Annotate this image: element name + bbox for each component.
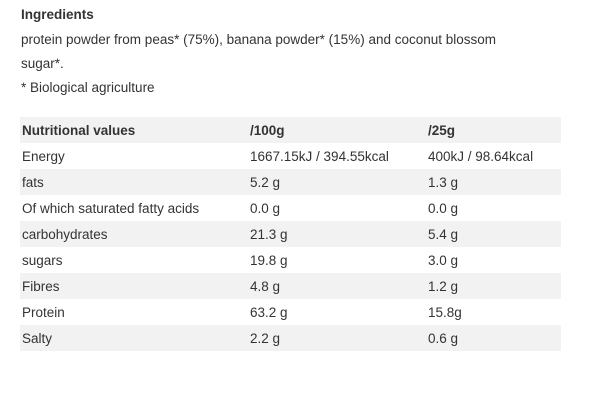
ingredients-line: * Biological agriculture — [21, 80, 155, 95]
table-cell: fats — [22, 174, 44, 190]
table-cell: sugars — [22, 252, 63, 268]
table-cell: 21.3 g — [250, 226, 288, 242]
table-cell: 5.2 g — [250, 174, 281, 190]
table-cell: Protein — [22, 304, 65, 320]
ingredients-line: sugar*. — [21, 56, 64, 71]
table-cell: Fibres — [22, 278, 60, 294]
table-body: Nutritional values/100g/25g Energy 1667.15… — [20, 117, 561, 351]
table-cell: 1.3 g — [428, 174, 459, 190]
table-cell: 4.8 g — [250, 278, 281, 294]
table-cell: 1667.15kJ / 394.55kcal — [250, 148, 389, 164]
table-row: Of which saturated fatty acids 0.0 g 0.0 g — [20, 195, 561, 221]
table-cell: 1.2 g — [428, 278, 459, 294]
table-row: Protein 63.2 g 15.8g — [20, 299, 561, 325]
header-row: Nutritional values/100g/25g — [20, 117, 561, 143]
table-row: Energy 1667.15kJ / 394.55kcal 400kJ / 98.6… — [20, 143, 561, 169]
ingredients-line: protein powder from peas* (75%), banana … — [21, 32, 497, 47]
table-cell: 5.4 g — [428, 226, 459, 242]
table-cell: 0.0 g — [250, 200, 281, 216]
table-cell: 400kJ / 98.64kcal — [428, 148, 534, 164]
table-cell: 19.8 g — [250, 252, 288, 268]
table-row: sugars 19.8 g 3.0 g — [20, 247, 561, 273]
table-cell: 15.8g — [428, 304, 462, 320]
table-cell: 63.2 g — [250, 304, 288, 320]
ingredients-title: Ingredients — [21, 7, 94, 22]
header-cell: Nutritional values — [22, 122, 136, 138]
header-cell: /100g — [250, 122, 285, 138]
table-row: carbohydrates 21.3 g 5.4 g — [20, 221, 561, 247]
table-row: Fibres 4.8 g 1.2 g — [20, 273, 561, 299]
table-cell: Energy — [22, 148, 65, 164]
table-cell: Of which saturated fatty acids — [22, 200, 200, 216]
table-row: fats 5.2 g 1.3 g — [20, 169, 561, 195]
header-cell: /25g — [428, 122, 456, 138]
table-cell: 0.0 g — [428, 200, 459, 216]
table-row: Salty 2.2 g 0.6 g — [20, 325, 561, 351]
table-cell: 2.2 g — [250, 330, 281, 346]
table-cell: 0.6 g — [428, 330, 459, 346]
nutrition-table: Nutritional values/100g/25g Energy 1667.15… — [20, 117, 561, 351]
table-cell: Salty — [22, 330, 53, 346]
table-cell: carbohydrates — [22, 226, 108, 242]
table-cell: 3.0 g — [428, 252, 459, 268]
